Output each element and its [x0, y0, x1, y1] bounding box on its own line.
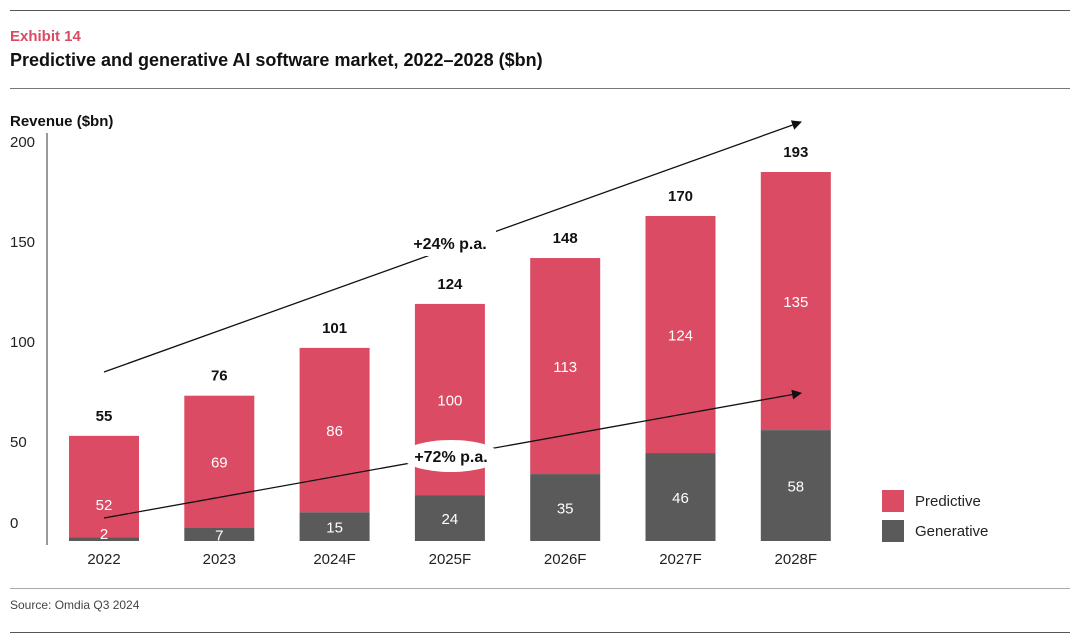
annotation-bg-generative	[402, 440, 500, 472]
x-tick-label: 2023	[203, 551, 236, 568]
data-label-predictive: 86	[326, 423, 343, 440]
data-label-generative: 15	[326, 520, 343, 537]
data-label-total: 101	[322, 320, 347, 337]
data-label-generative: 58	[787, 479, 804, 496]
data-label-predictive: 113	[553, 359, 577, 376]
exhibit-label: Exhibit 14	[10, 28, 81, 45]
bar-generative	[69, 537, 139, 541]
source-note: Source: Omdia Q3 2024	[10, 598, 140, 612]
data-label-total: 148	[553, 230, 578, 247]
x-tick-label: 2026F	[544, 551, 587, 568]
y-tick-label: 50	[10, 434, 27, 451]
data-label-predictive: 100	[437, 393, 462, 410]
bottom-rule	[10, 632, 1070, 633]
legend-item-predictive: Predictive	[882, 490, 988, 512]
data-label-total: 76	[211, 368, 228, 385]
x-tick-label: 2028F	[775, 551, 818, 568]
data-label-generative: 2	[100, 526, 108, 543]
bar-generative	[760, 430, 831, 541]
stacked-bar-chart: Revenue ($bn) 0 50 100 150 200 52 2 55 2022 69 7 7…	[10, 113, 831, 568]
data-label-predictive: 124	[668, 328, 693, 345]
page-title: Predictive and generative AI software ma…	[10, 50, 543, 70]
annotation-total-growth: +24% p.a.	[413, 236, 486, 253]
legend-swatch-predictive	[882, 490, 904, 512]
data-label-generative: 24	[442, 511, 459, 528]
data-label-generative: 35	[557, 501, 574, 518]
bar-generative	[530, 474, 601, 541]
y-tick-label: 0	[10, 515, 18, 532]
bar-generative	[184, 527, 255, 541]
legend-item-generative: Generative	[882, 520, 988, 542]
bar-predictive	[184, 395, 255, 528]
data-label-total: 170	[668, 188, 693, 205]
data-label-total: 193	[783, 144, 808, 161]
data-label-total: 55	[96, 408, 113, 425]
data-label-total: 124	[437, 276, 463, 293]
legend-swatch-generative	[882, 520, 904, 542]
bar-generative	[414, 495, 485, 541]
top-rule	[10, 10, 1070, 11]
bar-generative	[299, 512, 370, 541]
annotation-generative-growth: +72% p.a.	[414, 449, 487, 466]
legend-label-predictive: Predictive	[915, 492, 981, 510]
annotation-bg-total	[404, 230, 496, 256]
data-label-predictive: 69	[211, 455, 228, 472]
x-tick-label: 2027F	[659, 551, 702, 568]
y-tick-label: 200	[10, 134, 35, 151]
y-tick-label: 100	[10, 334, 35, 351]
bar-predictive	[645, 215, 716, 454]
x-tick-label: 2024F	[313, 551, 356, 568]
bar-predictive	[299, 347, 370, 513]
bar-predictive	[530, 258, 601, 475]
footer-divider	[10, 588, 1070, 589]
data-label-generative: 7	[215, 527, 223, 544]
x-tick-label: 2025F	[429, 551, 472, 568]
legend: Predictive Generative	[882, 490, 988, 550]
bar-predictive	[760, 172, 831, 431]
data-label-predictive: 52	[96, 497, 113, 514]
data-label-generative: 46	[672, 490, 689, 507]
data-label-predictive: 135	[783, 294, 808, 311]
bar-predictive	[69, 435, 139, 538]
legend-label-generative: Generative	[915, 522, 989, 540]
y-axis-label: Revenue ($bn)	[10, 113, 113, 130]
header-divider	[10, 88, 1070, 89]
x-tick-label: 2022	[87, 551, 120, 568]
bar-generative	[645, 453, 716, 541]
y-tick-label: 150	[10, 234, 35, 251]
